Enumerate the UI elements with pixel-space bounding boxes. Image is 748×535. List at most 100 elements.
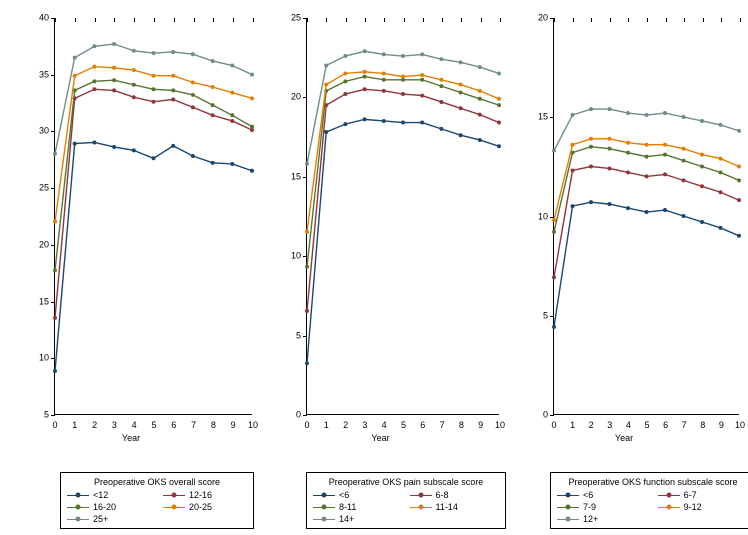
series-marker — [478, 89, 482, 93]
series-marker — [171, 50, 175, 54]
xtick-label: 8 — [459, 414, 464, 430]
series-marker — [645, 143, 649, 147]
series-marker — [626, 170, 630, 174]
series-marker — [152, 87, 156, 91]
legend-item: 25+ — [67, 514, 151, 524]
xtick-label: 5 — [644, 414, 649, 430]
series-marker — [459, 83, 463, 87]
series-marker — [230, 162, 234, 166]
series-marker — [171, 74, 175, 78]
series-marker — [608, 107, 612, 111]
legend-item: 8-11 — [313, 502, 398, 512]
series-marker — [191, 93, 195, 97]
series-marker — [250, 169, 254, 173]
xtick-label: 4 — [626, 414, 631, 430]
plot-area: 0510152025012345678910 — [306, 18, 499, 415]
series-marker — [663, 172, 667, 176]
xtick-label: 10 — [495, 414, 505, 430]
series-marker — [132, 68, 136, 72]
series-marker — [420, 73, 424, 77]
series-marker — [73, 56, 77, 60]
xtick-label: 3 — [362, 414, 367, 430]
xtick-label: 3 — [607, 414, 612, 430]
xtick-label: 2 — [92, 414, 97, 430]
series-marker — [663, 143, 667, 147]
series-line — [554, 167, 739, 278]
series-marker — [737, 178, 741, 182]
xtick-label: 9 — [231, 414, 236, 430]
series-marker — [737, 198, 741, 202]
series-marker — [700, 184, 704, 188]
legend-item: 6-7 — [658, 490, 748, 500]
series-marker — [132, 49, 136, 53]
series-marker — [363, 70, 367, 74]
series-marker — [719, 123, 723, 127]
legend-title: Preoperative OKS pain subscale score — [313, 477, 499, 487]
series-marker — [343, 54, 347, 58]
legend-label: 12-16 — [189, 490, 212, 500]
xtick-label: 7 — [440, 414, 445, 430]
xlabel: Year — [258, 433, 503, 443]
series-marker — [497, 144, 501, 148]
series-marker — [53, 220, 57, 224]
xtick-label: 0 — [551, 414, 556, 430]
xtick-label: 6 — [171, 414, 176, 430]
series-marker — [700, 153, 704, 157]
series-marker — [230, 119, 234, 123]
series-marker — [401, 92, 405, 96]
xtick-label: 4 — [132, 414, 137, 430]
series-marker — [171, 144, 175, 148]
legend-label: 11-14 — [436, 502, 458, 512]
series-marker — [478, 113, 482, 117]
legend-item: 7-9 — [557, 502, 646, 512]
legend-item: <12 — [67, 490, 151, 500]
xtick-label: 7 — [682, 414, 687, 430]
series-marker — [608, 137, 612, 141]
legend-item: 12+ — [557, 514, 646, 524]
series-marker — [571, 113, 575, 117]
xtick-label: 0 — [304, 414, 309, 430]
series-marker — [552, 218, 556, 222]
series-marker — [363, 87, 367, 91]
legend-label: 9-12 — [684, 502, 702, 512]
xtick-label: 4 — [382, 414, 387, 430]
xtick-label: 8 — [700, 414, 705, 430]
series-marker — [645, 155, 649, 159]
series-marker — [459, 133, 463, 137]
series-marker — [250, 73, 254, 77]
series-marker — [305, 309, 309, 313]
series-marker — [112, 42, 116, 46]
series-marker — [53, 152, 57, 156]
series-marker — [589, 145, 593, 149]
series-marker — [191, 154, 195, 158]
xtick-label: 3 — [112, 414, 117, 430]
series-marker — [152, 156, 156, 160]
legend-item: <6 — [557, 490, 646, 500]
legend-title: Preoperative OKS overall score — [67, 477, 247, 487]
xtick-label: 8 — [211, 414, 216, 430]
series-marker — [250, 125, 254, 129]
xtick-label: 1 — [324, 414, 329, 430]
panel-overall: Oxford Knee Score overall scoreYear51015… — [6, 8, 256, 445]
xtick-label: 9 — [719, 414, 724, 430]
series-line — [55, 44, 252, 154]
series-marker — [191, 105, 195, 109]
series-marker — [92, 44, 96, 48]
series-svg — [554, 18, 739, 414]
panel-pain: Oxford Knee Score pain subscale scoreYea… — [258, 8, 503, 445]
series-marker — [719, 226, 723, 230]
legend-label: 16-20 — [93, 502, 116, 512]
legend: Preoperative OKS overall score <12 12-16 16… — [60, 472, 254, 529]
panel-function: Oxford Knee Score function subscale scor… — [505, 8, 743, 445]
series-marker — [700, 119, 704, 123]
series-marker — [53, 268, 57, 272]
xtick-label: 10 — [248, 414, 258, 430]
series-marker — [401, 54, 405, 58]
series-marker — [663, 111, 667, 115]
series-marker — [682, 178, 686, 182]
legend-label: 6-7 — [684, 490, 697, 500]
xtick-label: 5 — [151, 414, 156, 430]
xtick-label: 0 — [52, 414, 57, 430]
series-marker — [92, 79, 96, 83]
series-marker — [459, 90, 463, 94]
